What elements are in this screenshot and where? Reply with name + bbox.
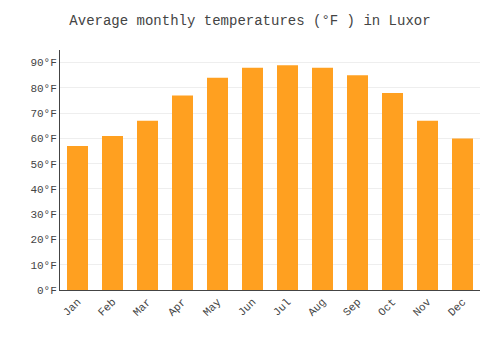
svg-text:60°F: 60°F (30, 133, 56, 145)
svg-text:70°F: 70°F (30, 108, 56, 120)
svg-text:10°F: 10°F (30, 260, 56, 272)
svg-text:Aug: Aug (306, 296, 328, 318)
svg-text:40°F: 40°F (30, 184, 56, 196)
svg-text:Jun: Jun (236, 296, 258, 318)
svg-text:20°F: 20°F (30, 234, 56, 246)
svg-text:Oct: Oct (376, 296, 398, 318)
svg-text:Feb: Feb (96, 296, 118, 318)
svg-text:Average monthly temperatures (: Average monthly temperatures (°F ) in Lu… (69, 13, 430, 29)
svg-text:Mar: Mar (131, 296, 153, 318)
svg-text:0°F: 0°F (37, 285, 57, 297)
svg-text:50°F: 50°F (30, 159, 56, 171)
svg-text:Jan: Jan (61, 296, 83, 318)
svg-text:Nov: Nov (411, 296, 434, 319)
svg-text:Jul: Jul (271, 296, 293, 318)
svg-text:May: May (201, 296, 224, 319)
svg-text:Dec: Dec (446, 296, 468, 318)
svg-text:Apr: Apr (166, 296, 188, 318)
svg-text:30°F: 30°F (30, 209, 56, 221)
svg-text:90°F: 90°F (30, 57, 56, 69)
svg-text:Sep: Sep (341, 296, 363, 318)
svg-text:80°F: 80°F (30, 83, 56, 95)
